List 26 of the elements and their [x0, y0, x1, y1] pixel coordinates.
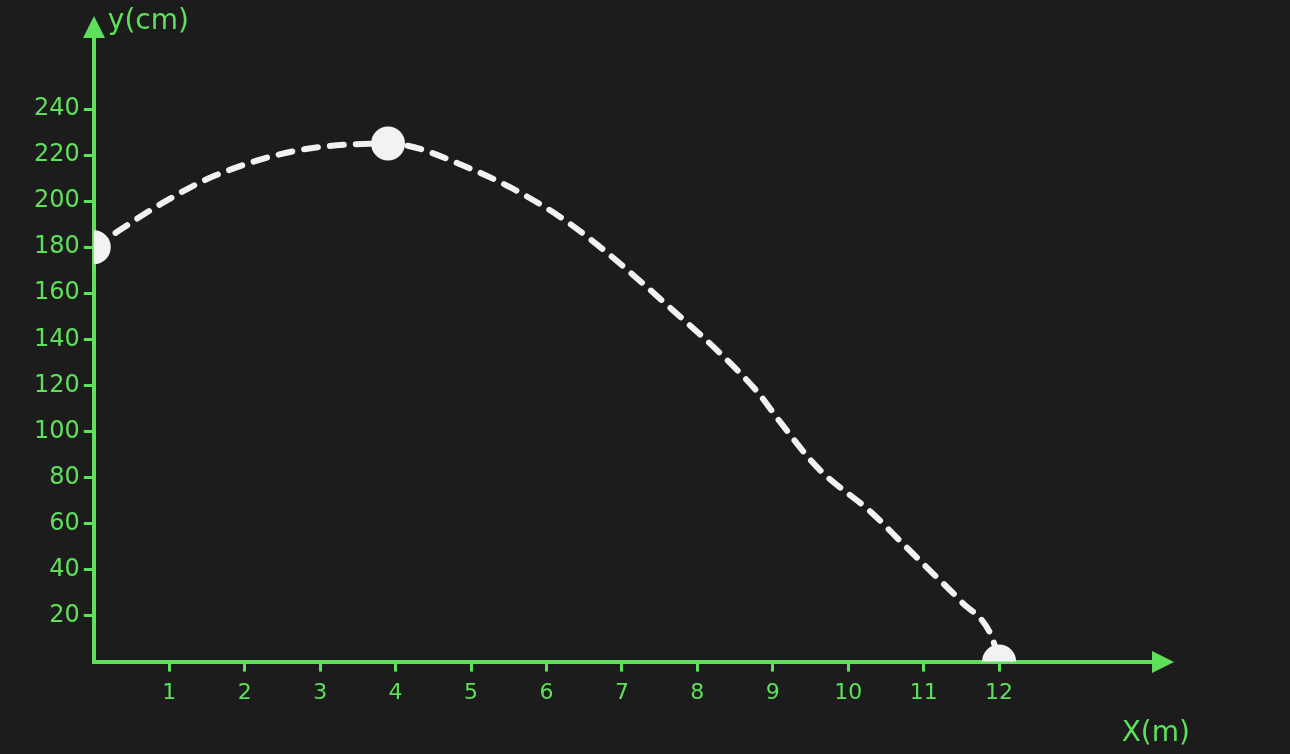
y-tick-label: 20 [49, 599, 80, 628]
y-tick-label: 220 [34, 139, 80, 168]
x-tick-label: 5 [464, 678, 479, 704]
x-tick-label: 12 [985, 678, 1014, 704]
y-tick-label: 100 [34, 415, 80, 444]
x-tick-label: 11 [909, 678, 938, 704]
x-tick-label: 6 [539, 678, 554, 704]
y-tick-label: 80 [49, 461, 80, 490]
y-tick-label: 240 [34, 93, 80, 122]
y-tick-label: 60 [49, 507, 80, 536]
y-tick-label: 160 [34, 277, 80, 306]
x-tick-label: 10 [834, 678, 863, 704]
y-tick-label: 140 [34, 323, 80, 352]
y-axis-title: y(cm) [107, 3, 189, 37]
y-tick-label: 40 [49, 553, 80, 582]
x-axis-title: X(m) [1121, 715, 1190, 749]
y-tick-label: 200 [34, 185, 80, 214]
x-tick-label: 2 [237, 678, 252, 704]
x-tick-label: 3 [313, 678, 328, 704]
x-tick-label: 7 [614, 678, 629, 704]
x-tick-label: 4 [388, 678, 403, 704]
x-tick-label: 8 [690, 678, 705, 704]
x-tick-label: 1 [162, 678, 177, 704]
y-tick-label: 180 [34, 231, 80, 260]
x-tick-label: 9 [765, 678, 780, 704]
y-tick-label: 120 [34, 369, 80, 398]
